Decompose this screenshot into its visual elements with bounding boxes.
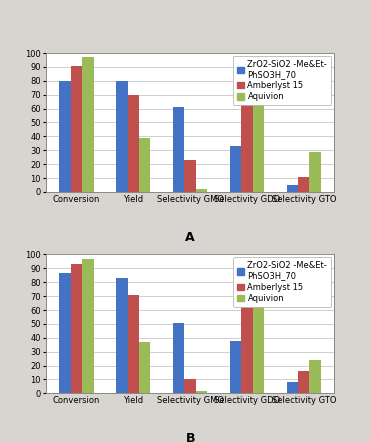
Bar	[59, 81, 71, 192]
Bar	[287, 382, 298, 393]
Bar	[82, 259, 93, 393]
Bar	[116, 81, 128, 192]
Bar	[196, 391, 207, 393]
Bar	[116, 278, 128, 393]
Bar	[298, 371, 309, 393]
Legend: ZrO2-SiO2 -Me&Et-
PhSO3H_70, Amberlyst 15, Aquivion: ZrO2-SiO2 -Me&Et- PhSO3H_70, Amberlyst 1…	[233, 56, 331, 106]
Bar	[184, 380, 196, 393]
Bar	[298, 177, 309, 192]
Text: B: B	[186, 432, 195, 442]
Bar	[173, 107, 184, 192]
Bar	[253, 96, 264, 192]
Bar	[309, 360, 321, 393]
Bar	[82, 57, 93, 192]
Bar	[59, 273, 71, 393]
Bar	[128, 95, 139, 192]
Text: A: A	[186, 231, 195, 244]
Bar	[230, 341, 241, 393]
Bar	[241, 292, 253, 393]
Bar	[287, 185, 298, 192]
Bar	[139, 342, 150, 393]
Bar	[309, 152, 321, 192]
Bar	[196, 189, 207, 192]
Bar	[173, 323, 184, 393]
Bar	[230, 146, 241, 192]
Bar	[253, 290, 264, 393]
Bar	[71, 264, 82, 393]
Bar	[128, 295, 139, 393]
Bar	[139, 138, 150, 192]
Legend: ZrO2-SiO2 -Me&Et-
PhSO3H_70, Amberlyst 15, Aquivion: ZrO2-SiO2 -Me&Et- PhSO3H_70, Amberlyst 1…	[233, 257, 331, 307]
Bar	[241, 102, 253, 192]
Bar	[71, 65, 82, 192]
Bar	[184, 160, 196, 192]
